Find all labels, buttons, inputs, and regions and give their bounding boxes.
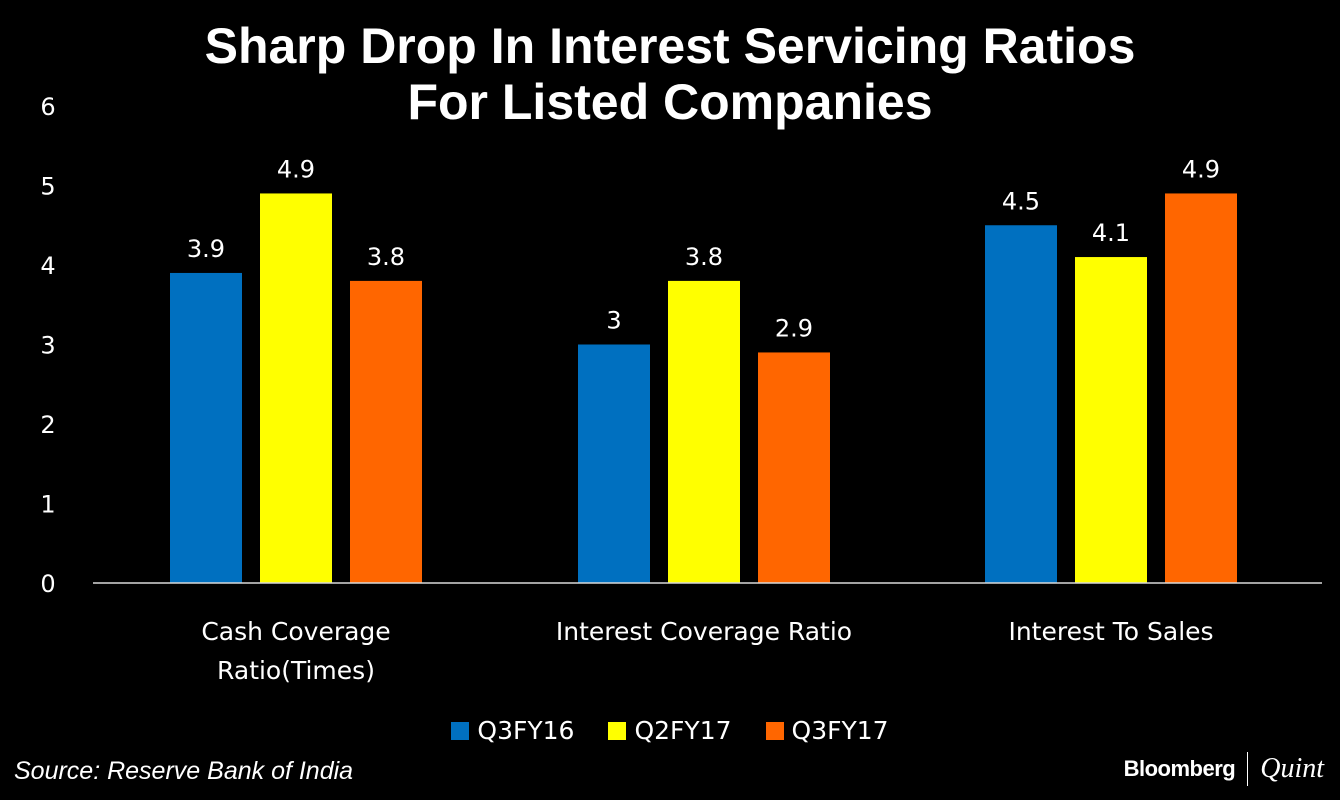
legend-label: Q3FY17 <box>791 716 889 745</box>
legend-item-q3fy16: Q3FY16 <box>451 716 574 745</box>
bar-q2fy17-2 <box>1075 257 1147 583</box>
bar-q3fy17-2 <box>1165 193 1237 583</box>
bar-q3fy16-2 <box>985 225 1057 583</box>
legend-label: Q2FY17 <box>634 716 732 745</box>
chart-title: Sharp Drop In Interest Servicing Ratios … <box>0 18 1340 130</box>
brand-logo: Bloomberg Quint <box>1124 752 1324 786</box>
y-axis: 0 1 2 3 4 5 6 <box>40 93 55 598</box>
legend-swatch <box>608 721 627 740</box>
data-label: 4.5 <box>1002 187 1040 215</box>
legend-label: Q3FY16 <box>477 716 575 745</box>
data-label: 4.1 <box>1092 219 1130 247</box>
data-label: 4.9 <box>1182 155 1220 183</box>
bar-q2fy17-0 <box>260 193 332 583</box>
bar-q3fy16-0 <box>170 272 242 583</box>
data-labels: 3.9 3 4.5 4.9 3.8 4.1 3.8 2.9 4.9 <box>187 155 1220 342</box>
y-tick-label: 0 <box>40 570 55 598</box>
source-note: Source: Reserve Bank of India <box>14 757 354 785</box>
data-label: 4.9 <box>277 155 315 183</box>
chart-title-line-1: Sharp Drop In Interest Servicing Ratios <box>204 18 1136 74</box>
bar-q2fy17-1 <box>668 280 740 583</box>
y-tick-label: 6 <box>40 93 55 121</box>
bar-q3fy17-0 <box>350 280 422 583</box>
data-label: 3.8 <box>367 243 405 271</box>
legend-swatch <box>451 721 470 740</box>
x-axis-categories: Cash Coverage Ratio(Times) Interest Covera… <box>201 617 1213 685</box>
data-label: 2.9 <box>775 314 813 342</box>
data-label: 3 <box>606 307 621 335</box>
y-tick-label: 5 <box>40 173 55 201</box>
x-category-label: Interest To Sales <box>1008 617 1213 646</box>
legend-swatch <box>765 721 784 740</box>
brand-quint: Quint <box>1260 753 1324 784</box>
y-tick-label: 2 <box>40 411 55 439</box>
y-tick-label: 3 <box>40 332 55 360</box>
y-tick-label: 4 <box>40 252 55 280</box>
legend: Q3FY16 Q2FY17 Q3FY17 <box>0 716 1340 745</box>
x-category-label: Ratio(Times) <box>217 656 375 685</box>
data-label: 3.8 <box>685 243 723 271</box>
x-category-label: Cash Coverage <box>201 617 390 646</box>
y-tick-label: 1 <box>40 491 55 519</box>
data-label: 3.9 <box>187 235 225 263</box>
x-category-label: Interest Coverage Ratio <box>556 617 852 646</box>
brand-divider <box>1247 752 1249 786</box>
bar-q3fy17-1 <box>758 352 830 583</box>
legend-item-q2fy17: Q2FY17 <box>608 716 732 745</box>
bars <box>170 193 1237 583</box>
chart-title-line-2: For Listed Companies <box>407 74 933 130</box>
legend-item-q3fy17: Q3FY17 <box>765 716 889 745</box>
bar-q3fy16-1 <box>578 344 650 583</box>
brand-bloomberg: Bloomberg <box>1123 756 1236 781</box>
